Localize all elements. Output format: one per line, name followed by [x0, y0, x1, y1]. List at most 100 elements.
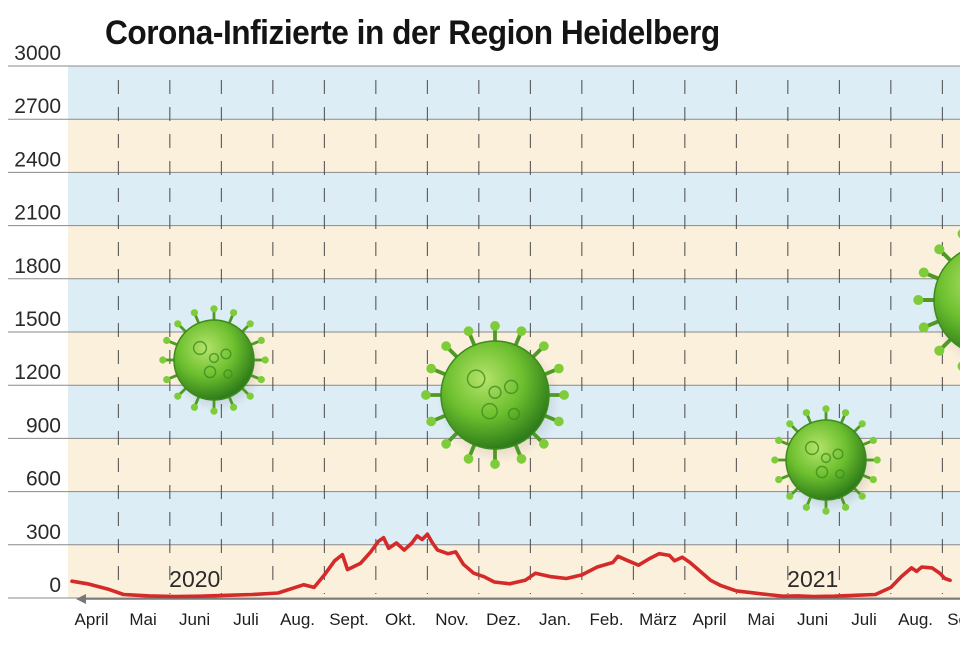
virus-spot: [203, 365, 217, 379]
virus-spike-tip: [246, 392, 254, 400]
virus-body: [440, 340, 550, 450]
virus-spike-tip: [858, 492, 866, 500]
virus-spike-tip: [174, 320, 182, 328]
virus-spike-tip: [516, 326, 527, 337]
virus-spike-tip: [174, 392, 182, 400]
virus-spot: [804, 440, 820, 456]
virus-icon: [421, 321, 569, 469]
virus-spike-tip: [934, 345, 945, 356]
chart-band: [68, 119, 960, 173]
virus-body: [933, 251, 960, 349]
x-tick-label: Dez.: [486, 610, 521, 629]
y-tick-label: 3000: [14, 42, 61, 65]
chart-band: [68, 544, 960, 598]
virus-spike-tip: [210, 407, 218, 415]
virus-spike-tip: [553, 416, 564, 427]
x-tick-label: Mai: [129, 610, 156, 629]
y-tick-label: 2700: [14, 95, 61, 118]
virus-spike-tip: [426, 363, 437, 374]
virus-spike-tip: [441, 439, 451, 449]
virus-spike-tip: [913, 294, 924, 306]
virus-icon: [913, 229, 960, 371]
virus-spike-tip: [786, 420, 794, 428]
x-tick-label: Okt.: [385, 610, 416, 629]
x-tick-label: März: [639, 610, 677, 629]
virus-spike-tip: [539, 341, 549, 351]
x-tick-label: Sept.: [329, 610, 369, 629]
virus-spike-tip: [775, 436, 783, 445]
virus-spot: [208, 352, 220, 364]
virus-spot: [466, 369, 486, 389]
x-tick-label: April: [693, 610, 727, 629]
virus-spike-tip: [841, 503, 850, 511]
virus-spike-tip: [802, 503, 811, 511]
x-tick-label: Juni: [797, 610, 828, 629]
virus-spike-tip: [229, 309, 238, 317]
year-label: 2020: [169, 566, 220, 592]
virus-spike-tip: [873, 456, 881, 464]
y-tick-label: 1800: [14, 255, 61, 278]
virus-spot: [503, 379, 519, 395]
virus-spike-tip: [426, 416, 437, 427]
virus-spike-tip: [802, 409, 811, 417]
virus-spot: [192, 340, 208, 356]
x-tick-label: Juli: [851, 610, 877, 629]
virus-spike-tip: [163, 336, 171, 345]
virus-spike-tip: [441, 341, 451, 351]
x-tick-label: Sept.: [947, 610, 960, 629]
virus-spike-tip: [210, 305, 218, 313]
virus-spot: [835, 469, 845, 479]
virus-spot: [815, 465, 829, 479]
virus-spot: [481, 402, 498, 420]
virus-spot: [220, 348, 232, 360]
x-tick-label: Aug.: [898, 610, 933, 629]
y-tick-label: 600: [26, 468, 61, 491]
virus-body: [785, 419, 867, 501]
virus-spike-tip: [957, 361, 960, 371]
virus-spike-tip: [490, 459, 500, 469]
virus-spike-tip: [786, 492, 794, 500]
series-line: [70, 532, 952, 599]
chart-band: [68, 66, 960, 120]
virus-spike-tip: [159, 356, 167, 364]
x-axis-arrow-icon: [76, 594, 86, 604]
y-tick-label: 2100: [14, 202, 61, 225]
y-tick-label: 1200: [14, 361, 61, 384]
virus-spike-tip: [822, 507, 830, 515]
virus-spike-tip: [490, 321, 500, 331]
virus-spike-tip: [869, 436, 877, 445]
x-tick-label: Juni: [179, 610, 210, 629]
virus-body: [173, 319, 255, 401]
virus-spike-tip: [559, 390, 569, 400]
virus-spike-tip: [957, 229, 960, 239]
x-tick-label: Juli: [233, 610, 259, 629]
virus-spike-tip: [463, 326, 474, 337]
virus-spike-tip: [918, 322, 929, 333]
virus-spike-tip: [163, 375, 171, 384]
virus-spike-tip: [257, 336, 265, 345]
virus-spot: [223, 369, 233, 379]
virus-spike-tip: [421, 390, 431, 400]
virus-spot: [832, 448, 844, 460]
chart-band: [68, 225, 960, 279]
x-tick-label: April: [75, 610, 109, 629]
x-tick-label: Aug.: [280, 610, 315, 629]
year-label: 2021: [787, 566, 838, 592]
chart-band: [68, 172, 960, 226]
virus-spike-tip: [553, 363, 564, 374]
virus-spike-tip: [190, 309, 199, 317]
virus-spike-tip: [841, 409, 850, 417]
virus-spike-tip: [261, 356, 269, 364]
virus-spike-tip: [516, 453, 527, 464]
virus-spot: [488, 385, 502, 399]
virus-spike-tip: [869, 475, 877, 484]
virus-spike-tip: [257, 375, 265, 384]
x-tick-label: Nov.: [435, 610, 469, 629]
y-tick-label: 2400: [14, 148, 61, 171]
y-tick-label: 0: [49, 574, 61, 597]
x-tick-label: Jan.: [539, 610, 571, 629]
chart-title: Corona-Infizierte in der Region Heidelbe…: [105, 14, 720, 52]
virus-spike-tip: [934, 244, 945, 255]
